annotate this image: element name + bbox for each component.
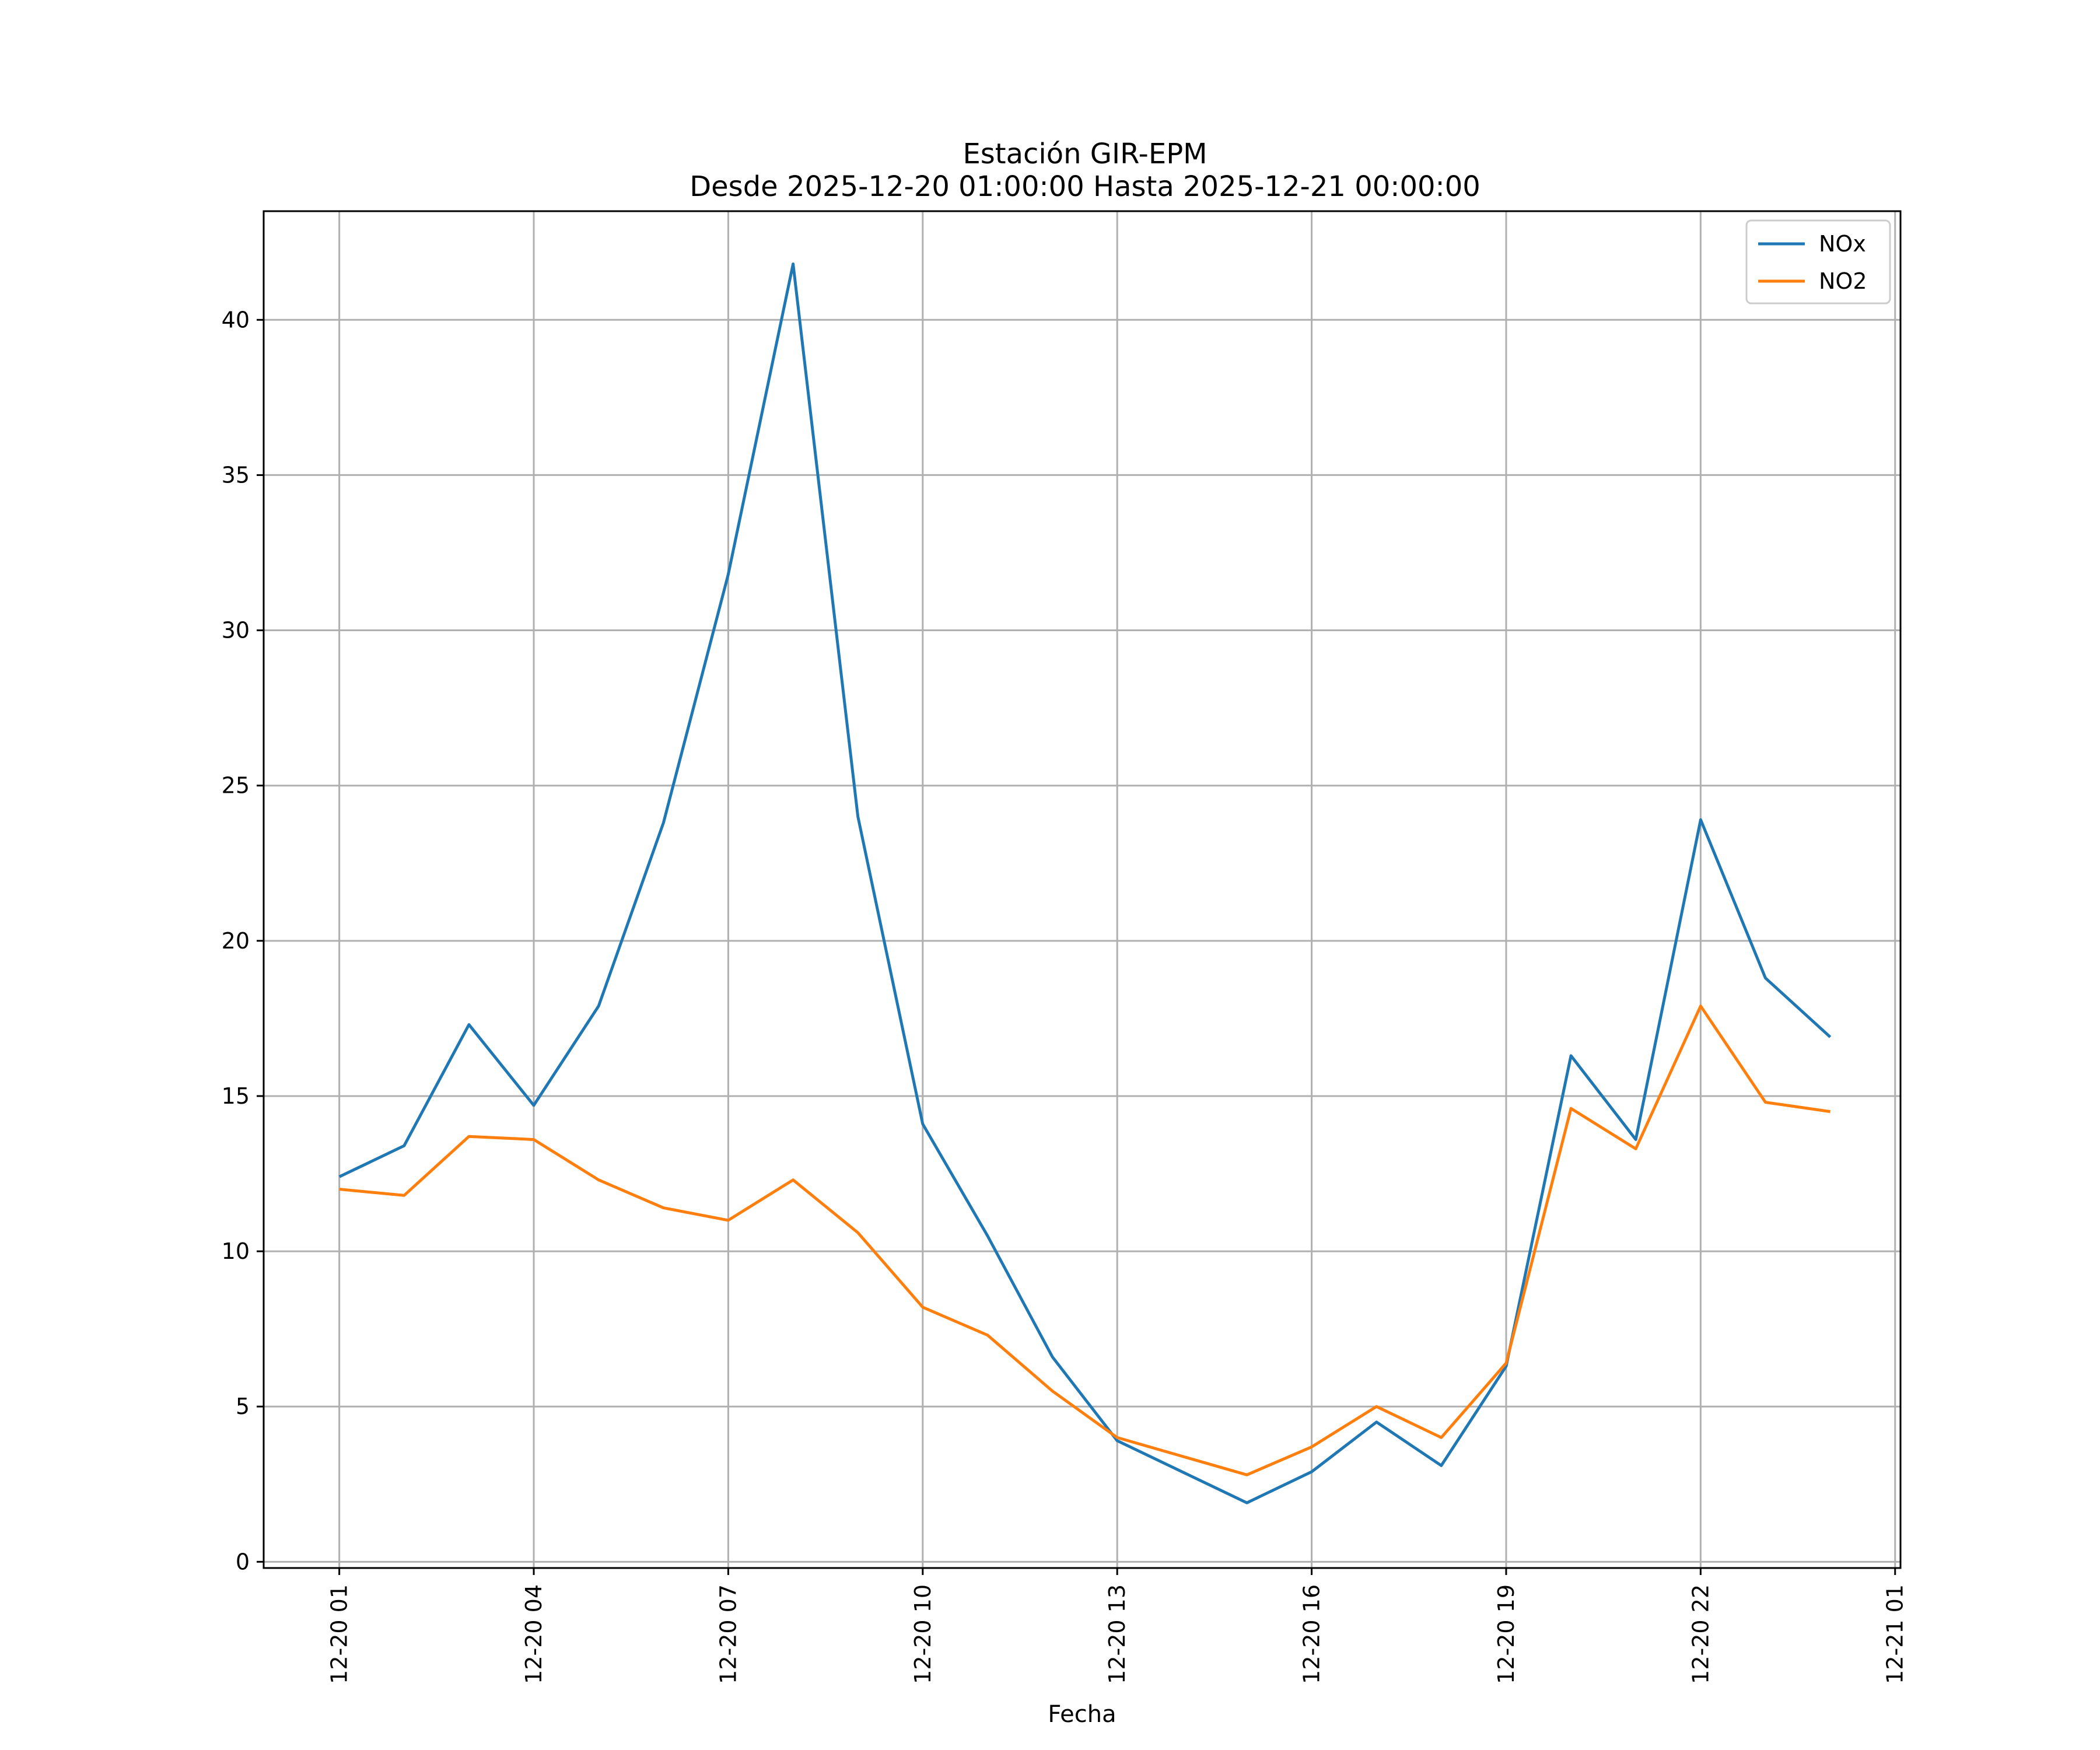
chart-title-line-2: Desde 2025-12-20 01:00:00 Hasta 2025-12-…	[690, 170, 1480, 203]
x-tick-label: 12-20 01	[327, 1584, 352, 1684]
x-tick-label: 12-20 10	[910, 1584, 936, 1684]
series-line-nox	[338, 262, 1832, 1504]
x-tick-label: 12-20 04	[521, 1584, 547, 1684]
x-axis-label: Fecha	[1048, 1701, 1116, 1728]
legend: NOx NO2	[1745, 219, 1891, 304]
chart-title-line-1: Estación GIR-EPM	[963, 138, 1207, 170]
plot-frame	[262, 210, 1902, 1569]
y-tick-label: 25	[222, 773, 250, 799]
legend-box	[1745, 219, 1891, 304]
y-tick-label: 35	[222, 462, 250, 488]
legend-label-nox: NOx	[1819, 231, 1866, 257]
y-tick-label: 20	[222, 928, 250, 954]
y-tick-label: 5	[236, 1394, 250, 1419]
legend-label-no2: NO2	[1819, 268, 1867, 294]
y-tick-label: 30	[222, 618, 250, 643]
x-tick-label: 12-20 16	[1299, 1584, 1325, 1684]
x-tick-label: 12-21 01	[1882, 1584, 1908, 1684]
y-tick-label: 15	[222, 1083, 250, 1109]
x-tick-label: 12-20 13	[1104, 1584, 1130, 1684]
x-tick-label: 12-20 22	[1688, 1584, 1713, 1684]
x-tick-label: 12-20 07	[715, 1584, 741, 1684]
y-tick-label: 10	[222, 1238, 250, 1264]
x-tick-label: 12-20 19	[1493, 1584, 1519, 1684]
series-line-no2	[339, 1005, 1831, 1476]
axis-ticks: 0 5 10 15 20 25 30 35 40 12-20 01 12-20 04 12-20 07…	[222, 307, 1908, 1684]
y-tick-label: 0	[236, 1549, 250, 1574]
y-tick-label: 40	[222, 307, 250, 332]
series-lines	[338, 262, 1832, 1504]
grid-lines	[264, 211, 1901, 1568]
